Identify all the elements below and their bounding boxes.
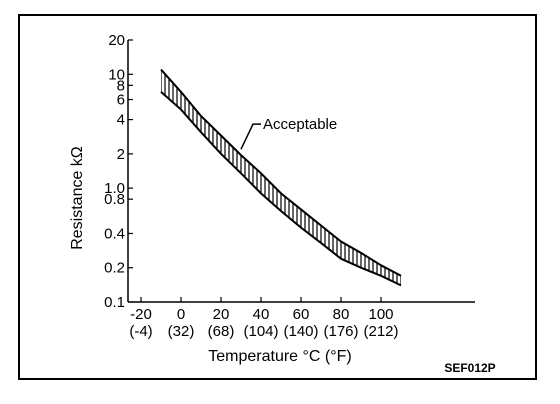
x-tick-sublabel: (104): [243, 323, 278, 340]
y-tick-label: 8: [117, 77, 125, 94]
x-tick-sublabel: (-4): [129, 323, 152, 340]
acceptable-band: [161, 69, 401, 286]
band-lower-line: [160, 91, 402, 287]
annotation-leader: [240, 123, 261, 150]
y-tick-label: 0.4: [104, 225, 125, 242]
x-tick-label: -20: [130, 306, 152, 323]
x-axis-title: Temperature °C (°F): [208, 348, 352, 365]
y-tick-label: 0.8: [104, 191, 125, 208]
plot-area: 201086421.00.80.40.20.1-20(-4)0(32)20(68…: [104, 32, 475, 340]
y-tick-label: 6: [117, 92, 125, 109]
y-tick-label: 20: [108, 32, 125, 49]
y-tick-label: 0.1: [104, 294, 125, 311]
x-tick-label: 40: [253, 306, 270, 323]
band-upper-line: [160, 68, 402, 277]
chart-frame: 20 10 8 6 4 2 1.0 0.8 0.4 0.2 0.1 -20 (-4) 0 (32) 20 (68…: [18, 14, 537, 380]
x-tick-label: 80: [333, 306, 350, 323]
x-tick-sublabel: (32): [168, 323, 195, 340]
chart: 201086421.00.80.40.20.1-20(-4)0(32)20(68…: [69, 32, 496, 375]
y-tick-label: 0.2: [104, 260, 125, 277]
x-tick-sublabel: (176): [323, 323, 358, 340]
y-tick-label: 10: [108, 66, 125, 83]
x-tick-label: 0: [177, 306, 185, 323]
x-tick-label: 100: [368, 306, 393, 323]
x-tick-label: 60: [293, 306, 310, 323]
y-tick-label: 2: [117, 146, 125, 163]
figure-code: SEF012P: [444, 361, 495, 375]
annotation-label: Acceptable: [263, 116, 337, 133]
y-axis-title: Resistance kΩ: [69, 146, 86, 250]
x-tick-sublabel: (68): [208, 323, 235, 340]
x-tick-sublabel: (140): [283, 323, 318, 340]
y-tick-label: 4: [117, 112, 125, 129]
y-tick-label: 1.0: [104, 180, 125, 197]
x-tick-sublabel: (212): [363, 323, 398, 340]
x-tick-label: 20: [213, 306, 230, 323]
